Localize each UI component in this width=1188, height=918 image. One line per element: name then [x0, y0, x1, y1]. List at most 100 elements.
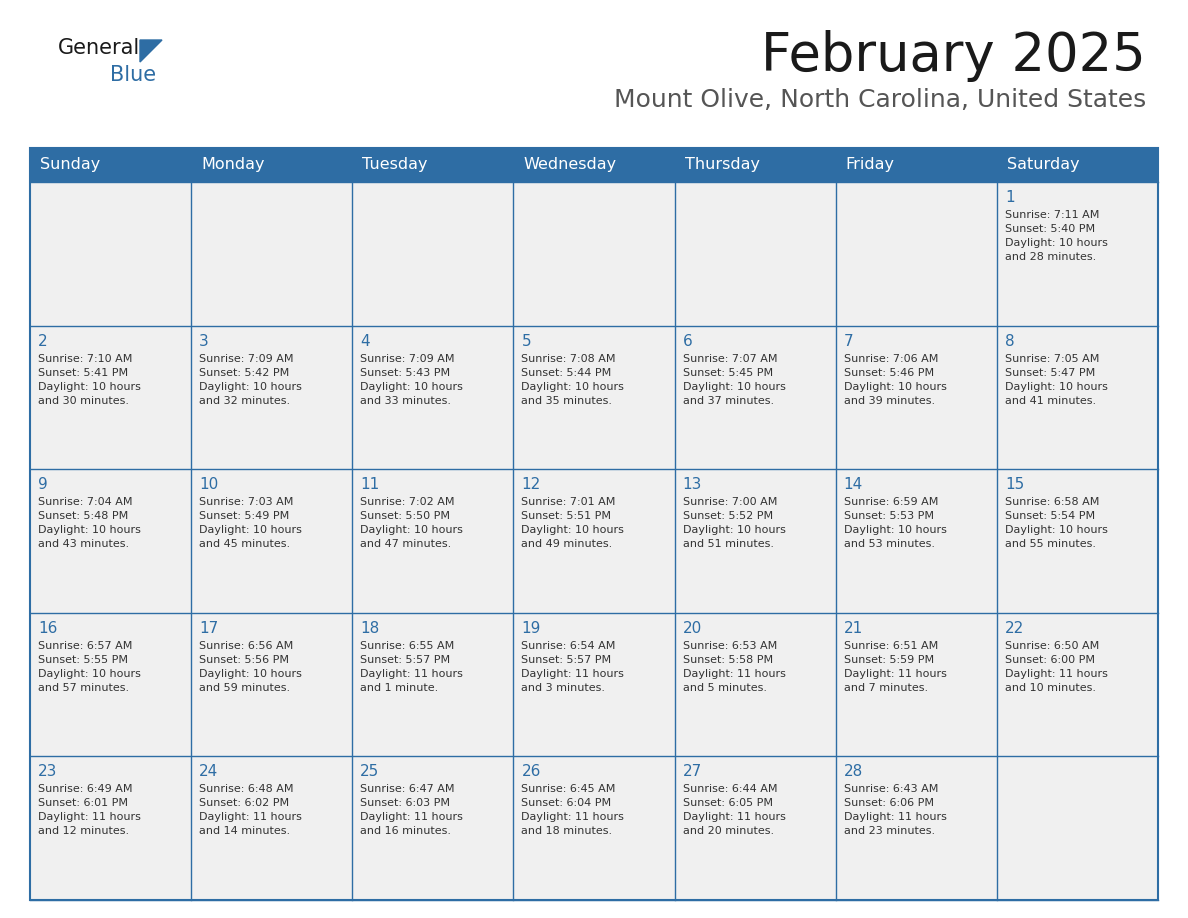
Bar: [191, 326, 353, 469]
Text: 11: 11: [360, 477, 379, 492]
Bar: [513, 182, 675, 326]
Text: Sunrise: 6:50 AM
Sunset: 6:00 PM
Daylight: 11 hours
and 10 minutes.: Sunrise: 6:50 AM Sunset: 6:00 PM Dayligh…: [1005, 641, 1107, 693]
Text: 21: 21: [843, 621, 862, 636]
Text: 8: 8: [1005, 333, 1015, 349]
Text: Monday: Monday: [201, 158, 265, 173]
Text: 10: 10: [200, 477, 219, 492]
Bar: [513, 469, 675, 613]
Text: 6: 6: [683, 333, 693, 349]
Bar: [835, 182, 997, 326]
Text: Sunrise: 6:59 AM
Sunset: 5:53 PM
Daylight: 10 hours
and 53 minutes.: Sunrise: 6:59 AM Sunset: 5:53 PM Dayligh…: [843, 498, 947, 549]
Text: Friday: Friday: [846, 158, 895, 173]
Text: 12: 12: [522, 477, 541, 492]
Bar: [997, 182, 1158, 326]
Text: Sunrise: 6:53 AM
Sunset: 5:58 PM
Daylight: 11 hours
and 5 minutes.: Sunrise: 6:53 AM Sunset: 5:58 PM Dayligh…: [683, 641, 785, 693]
Text: 9: 9: [38, 477, 48, 492]
Text: 7: 7: [843, 333, 853, 349]
Text: Sunrise: 6:43 AM
Sunset: 6:06 PM
Daylight: 11 hours
and 23 minutes.: Sunrise: 6:43 AM Sunset: 6:06 PM Dayligh…: [843, 784, 947, 836]
Text: Saturday: Saturday: [1007, 158, 1080, 173]
Text: 16: 16: [38, 621, 57, 636]
Bar: [30, 148, 1158, 182]
Text: Sunrise: 6:58 AM
Sunset: 5:54 PM
Daylight: 10 hours
and 55 minutes.: Sunrise: 6:58 AM Sunset: 5:54 PM Dayligh…: [1005, 498, 1107, 549]
Text: Tuesday: Tuesday: [362, 158, 428, 173]
Bar: [513, 756, 675, 900]
Bar: [997, 326, 1158, 469]
Text: 14: 14: [843, 477, 862, 492]
Text: Sunrise: 7:04 AM
Sunset: 5:48 PM
Daylight: 10 hours
and 43 minutes.: Sunrise: 7:04 AM Sunset: 5:48 PM Dayligh…: [38, 498, 141, 549]
Text: Sunrise: 6:51 AM
Sunset: 5:59 PM
Daylight: 11 hours
and 7 minutes.: Sunrise: 6:51 AM Sunset: 5:59 PM Dayligh…: [843, 641, 947, 693]
Text: 4: 4: [360, 333, 369, 349]
Text: 25: 25: [360, 765, 379, 779]
Text: Blue: Blue: [110, 65, 156, 85]
Bar: [30, 182, 191, 326]
Text: Sunrise: 6:45 AM
Sunset: 6:04 PM
Daylight: 11 hours
and 18 minutes.: Sunrise: 6:45 AM Sunset: 6:04 PM Dayligh…: [522, 784, 625, 836]
Bar: [835, 613, 997, 756]
Text: Wednesday: Wednesday: [524, 158, 617, 173]
Bar: [30, 469, 191, 613]
Text: Sunrise: 7:06 AM
Sunset: 5:46 PM
Daylight: 10 hours
and 39 minutes.: Sunrise: 7:06 AM Sunset: 5:46 PM Dayligh…: [843, 353, 947, 406]
Text: Sunrise: 6:47 AM
Sunset: 6:03 PM
Daylight: 11 hours
and 16 minutes.: Sunrise: 6:47 AM Sunset: 6:03 PM Dayligh…: [360, 784, 463, 836]
Bar: [353, 469, 513, 613]
Bar: [997, 756, 1158, 900]
Bar: [835, 326, 997, 469]
Text: 26: 26: [522, 765, 541, 779]
Text: 3: 3: [200, 333, 209, 349]
Text: 19: 19: [522, 621, 541, 636]
Text: Sunrise: 6:56 AM
Sunset: 5:56 PM
Daylight: 10 hours
and 59 minutes.: Sunrise: 6:56 AM Sunset: 5:56 PM Dayligh…: [200, 641, 302, 693]
Polygon shape: [140, 40, 162, 62]
Bar: [191, 182, 353, 326]
Text: Sunrise: 7:09 AM
Sunset: 5:42 PM
Daylight: 10 hours
and 32 minutes.: Sunrise: 7:09 AM Sunset: 5:42 PM Dayligh…: [200, 353, 302, 406]
Text: Sunrise: 6:49 AM
Sunset: 6:01 PM
Daylight: 11 hours
and 12 minutes.: Sunrise: 6:49 AM Sunset: 6:01 PM Dayligh…: [38, 784, 141, 836]
Text: Sunrise: 6:48 AM
Sunset: 6:02 PM
Daylight: 11 hours
and 14 minutes.: Sunrise: 6:48 AM Sunset: 6:02 PM Dayligh…: [200, 784, 302, 836]
Text: Sunrise: 7:03 AM
Sunset: 5:49 PM
Daylight: 10 hours
and 45 minutes.: Sunrise: 7:03 AM Sunset: 5:49 PM Dayligh…: [200, 498, 302, 549]
Text: General: General: [58, 38, 140, 58]
Text: Thursday: Thursday: [684, 158, 759, 173]
Bar: [513, 613, 675, 756]
Bar: [30, 756, 191, 900]
Text: Sunrise: 7:07 AM
Sunset: 5:45 PM
Daylight: 10 hours
and 37 minutes.: Sunrise: 7:07 AM Sunset: 5:45 PM Dayligh…: [683, 353, 785, 406]
Text: 24: 24: [200, 765, 219, 779]
Text: Sunrise: 6:55 AM
Sunset: 5:57 PM
Daylight: 11 hours
and 1 minute.: Sunrise: 6:55 AM Sunset: 5:57 PM Dayligh…: [360, 641, 463, 693]
Text: Sunrise: 7:05 AM
Sunset: 5:47 PM
Daylight: 10 hours
and 41 minutes.: Sunrise: 7:05 AM Sunset: 5:47 PM Dayligh…: [1005, 353, 1107, 406]
Text: Sunrise: 7:02 AM
Sunset: 5:50 PM
Daylight: 10 hours
and 47 minutes.: Sunrise: 7:02 AM Sunset: 5:50 PM Dayligh…: [360, 498, 463, 549]
Text: 15: 15: [1005, 477, 1024, 492]
Text: Sunrise: 7:11 AM
Sunset: 5:40 PM
Daylight: 10 hours
and 28 minutes.: Sunrise: 7:11 AM Sunset: 5:40 PM Dayligh…: [1005, 210, 1107, 262]
Bar: [835, 756, 997, 900]
Text: 2: 2: [38, 333, 48, 349]
Text: Sunday: Sunday: [40, 158, 100, 173]
Text: 18: 18: [360, 621, 379, 636]
Text: Sunrise: 7:00 AM
Sunset: 5:52 PM
Daylight: 10 hours
and 51 minutes.: Sunrise: 7:00 AM Sunset: 5:52 PM Dayligh…: [683, 498, 785, 549]
Text: Sunrise: 6:44 AM
Sunset: 6:05 PM
Daylight: 11 hours
and 20 minutes.: Sunrise: 6:44 AM Sunset: 6:05 PM Dayligh…: [683, 784, 785, 836]
Text: 5: 5: [522, 333, 531, 349]
Bar: [30, 613, 191, 756]
Text: 22: 22: [1005, 621, 1024, 636]
Text: Sunrise: 7:10 AM
Sunset: 5:41 PM
Daylight: 10 hours
and 30 minutes.: Sunrise: 7:10 AM Sunset: 5:41 PM Dayligh…: [38, 353, 141, 406]
Text: 23: 23: [38, 765, 57, 779]
Text: Sunrise: 7:09 AM
Sunset: 5:43 PM
Daylight: 10 hours
and 33 minutes.: Sunrise: 7:09 AM Sunset: 5:43 PM Dayligh…: [360, 353, 463, 406]
Text: February 2025: February 2025: [762, 30, 1146, 82]
Bar: [997, 613, 1158, 756]
Text: Mount Olive, North Carolina, United States: Mount Olive, North Carolina, United Stat…: [614, 88, 1146, 112]
Bar: [675, 182, 835, 326]
Bar: [353, 182, 513, 326]
Text: Sunrise: 7:01 AM
Sunset: 5:51 PM
Daylight: 10 hours
and 49 minutes.: Sunrise: 7:01 AM Sunset: 5:51 PM Dayligh…: [522, 498, 625, 549]
Bar: [191, 469, 353, 613]
Bar: [191, 613, 353, 756]
Bar: [191, 756, 353, 900]
Text: 1: 1: [1005, 190, 1015, 205]
Bar: [513, 326, 675, 469]
Bar: [353, 613, 513, 756]
Text: Sunrise: 6:54 AM
Sunset: 5:57 PM
Daylight: 11 hours
and 3 minutes.: Sunrise: 6:54 AM Sunset: 5:57 PM Dayligh…: [522, 641, 625, 693]
Bar: [30, 326, 191, 469]
Text: 20: 20: [683, 621, 702, 636]
Text: 17: 17: [200, 621, 219, 636]
Text: Sunrise: 7:08 AM
Sunset: 5:44 PM
Daylight: 10 hours
and 35 minutes.: Sunrise: 7:08 AM Sunset: 5:44 PM Dayligh…: [522, 353, 625, 406]
Text: 27: 27: [683, 765, 702, 779]
Bar: [353, 326, 513, 469]
Text: 28: 28: [843, 765, 862, 779]
Bar: [353, 756, 513, 900]
Bar: [675, 756, 835, 900]
Bar: [835, 469, 997, 613]
Bar: [675, 326, 835, 469]
Text: Sunrise: 6:57 AM
Sunset: 5:55 PM
Daylight: 10 hours
and 57 minutes.: Sunrise: 6:57 AM Sunset: 5:55 PM Dayligh…: [38, 641, 141, 693]
